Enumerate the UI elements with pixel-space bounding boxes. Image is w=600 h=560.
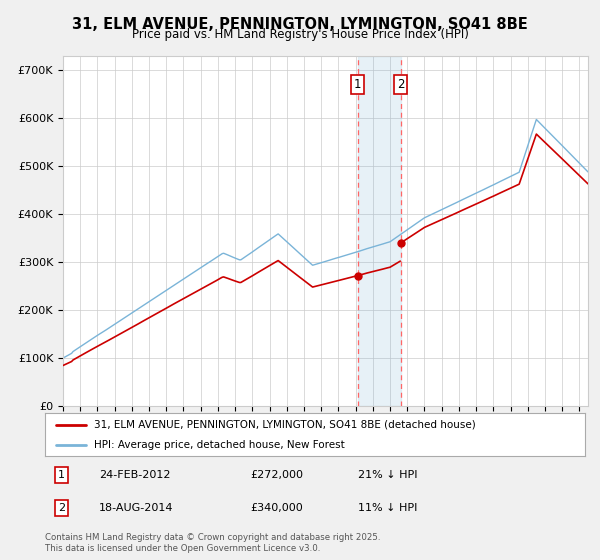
Text: £340,000: £340,000	[250, 503, 303, 513]
Text: £272,000: £272,000	[250, 470, 303, 480]
Text: 21% ↓ HPI: 21% ↓ HPI	[358, 470, 418, 480]
Text: HPI: Average price, detached house, New Forest: HPI: Average price, detached house, New …	[94, 440, 344, 450]
Text: 24-FEB-2012: 24-FEB-2012	[99, 470, 170, 480]
Text: 2: 2	[58, 503, 65, 513]
Text: 1: 1	[58, 470, 65, 480]
Text: 31, ELM AVENUE, PENNINGTON, LYMINGTON, SO41 8BE: 31, ELM AVENUE, PENNINGTON, LYMINGTON, S…	[72, 17, 528, 32]
Text: Contains HM Land Registry data © Crown copyright and database right 2025.
This d: Contains HM Land Registry data © Crown c…	[45, 533, 380, 553]
Text: 18-AUG-2014: 18-AUG-2014	[99, 503, 173, 513]
Text: 31, ELM AVENUE, PENNINGTON, LYMINGTON, SO41 8BE (detached house): 31, ELM AVENUE, PENNINGTON, LYMINGTON, S…	[94, 420, 475, 430]
Text: 1: 1	[354, 78, 361, 91]
Text: 11% ↓ HPI: 11% ↓ HPI	[358, 503, 418, 513]
Text: Price paid vs. HM Land Registry's House Price Index (HPI): Price paid vs. HM Land Registry's House …	[131, 28, 469, 41]
Bar	[358, 56, 401, 406]
Text: 2: 2	[397, 78, 404, 91]
